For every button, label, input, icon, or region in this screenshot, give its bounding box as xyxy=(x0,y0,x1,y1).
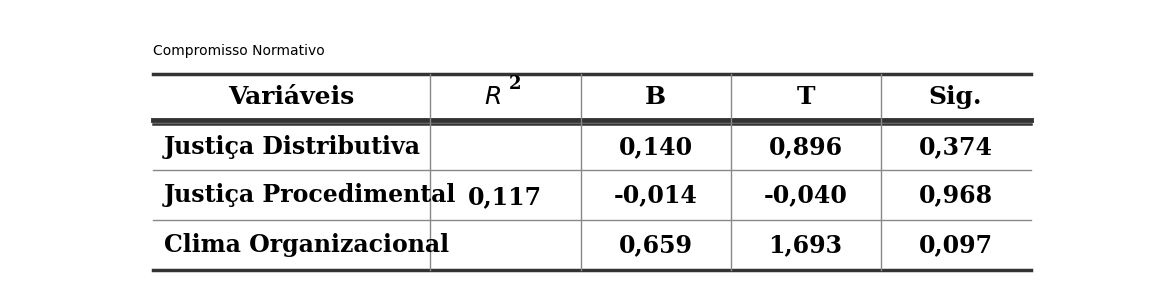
Text: $R$: $R$ xyxy=(484,85,500,110)
Text: 0,097: 0,097 xyxy=(918,233,992,257)
Text: Justiça Distributiva: Justiça Distributiva xyxy=(164,135,422,159)
Text: 0,117: 0,117 xyxy=(468,185,542,209)
Text: 0,374: 0,374 xyxy=(918,135,992,159)
Text: -0,014: -0,014 xyxy=(613,183,698,207)
Text: 2: 2 xyxy=(508,76,521,93)
Text: Justiça Procedimental: Justiça Procedimental xyxy=(164,183,456,207)
Text: 0,140: 0,140 xyxy=(618,135,693,159)
Text: B: B xyxy=(644,85,666,110)
Text: 1,693: 1,693 xyxy=(768,233,842,257)
Text: Clima Organizacional: Clima Organizacional xyxy=(164,233,449,257)
Text: 0,659: 0,659 xyxy=(619,233,693,257)
Text: -0,040: -0,040 xyxy=(763,183,848,207)
Text: Sig.: Sig. xyxy=(929,85,982,110)
Text: Compromisso Normativo: Compromisso Normativo xyxy=(154,44,325,58)
Text: 0,896: 0,896 xyxy=(768,135,843,159)
Text: 0,968: 0,968 xyxy=(918,183,992,207)
Text: Variáveis: Variáveis xyxy=(229,85,355,110)
Text: T: T xyxy=(796,85,814,110)
